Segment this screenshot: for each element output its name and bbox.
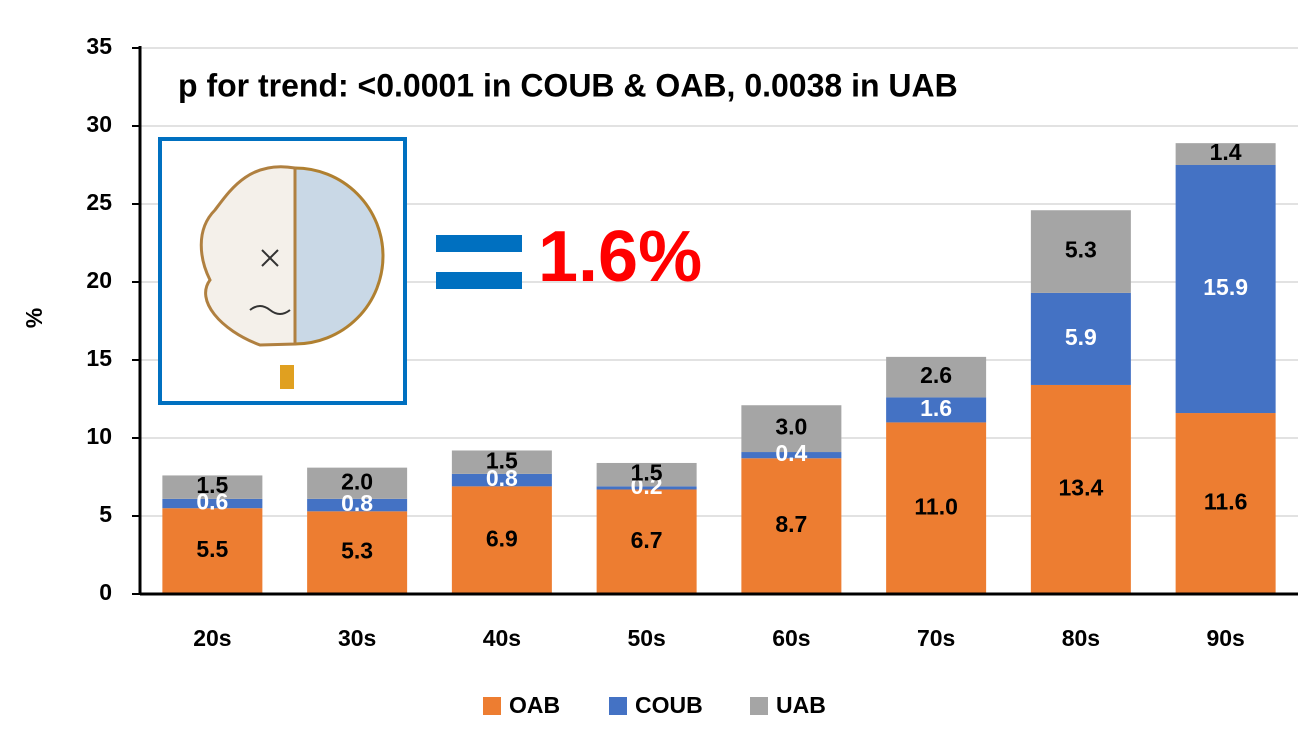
equals-bar [436,235,522,252]
equals-bar [436,272,522,289]
legend-label: UAB [776,692,826,718]
legend-swatch [750,697,768,715]
value-label: 5.9 [1065,324,1097,350]
illustration [160,139,405,403]
value-label: 5.3 [341,538,373,564]
value-label: 6.7 [631,527,663,553]
highlight-value: 1.6% [538,217,702,297]
value-label: 8.7 [775,511,807,537]
x-tick-label: 80s [1062,625,1100,651]
y-tick-label: 35 [86,33,112,59]
legend-label: OAB [509,692,560,718]
value-label: 11.0 [914,493,958,519]
value-label: 1.6 [920,395,952,421]
value-label: 2.0 [341,468,373,494]
legend-label: COUB [635,692,703,718]
x-tick-label: 70s [917,625,955,651]
value-label: 1.4 [1210,139,1242,165]
value-label: 5.5 [196,536,228,562]
x-tick-label: 50s [627,625,665,651]
y-axis-title: % [21,308,47,328]
value-label: 1.5 [631,460,663,486]
value-label: 0.4 [775,440,807,466]
legend-swatch [483,697,501,715]
value-label: 1.5 [196,472,228,498]
chart: p for trend: <0.0001 in COUB & OAB, 0.00… [0,0,1298,728]
trend-annotation: p for trend: <0.0001 in COUB & OAB, 0.00… [178,67,958,103]
value-label: 5.3 [1065,237,1097,263]
x-tick-label: 60s [772,625,810,651]
y-tick-label: 10 [86,423,112,449]
value-label: 13.4 [1058,475,1103,501]
y-tick-label: 15 [86,345,112,371]
value-label: 3.0 [775,414,807,440]
y-tick-label: 5 [99,501,112,527]
value-label: 6.9 [486,525,518,551]
x-tick-label: 20s [193,625,231,651]
y-tick-label: 20 [86,267,112,293]
legend: OAB COUB UAB [483,692,826,718]
x-tick-label: 40s [483,625,521,651]
y-tick-label: 25 [86,189,112,215]
value-label: 15.9 [1203,274,1248,300]
y-tick-label: 0 [99,579,112,605]
value-label: 11.6 [1204,489,1248,515]
value-label: 1.5 [486,447,518,473]
x-tick-label: 90s [1206,625,1244,651]
y-tick-label: 30 [86,111,112,137]
x-tick-label: 30s [338,625,376,651]
value-label: 2.6 [920,362,952,388]
legend-swatch [609,697,627,715]
